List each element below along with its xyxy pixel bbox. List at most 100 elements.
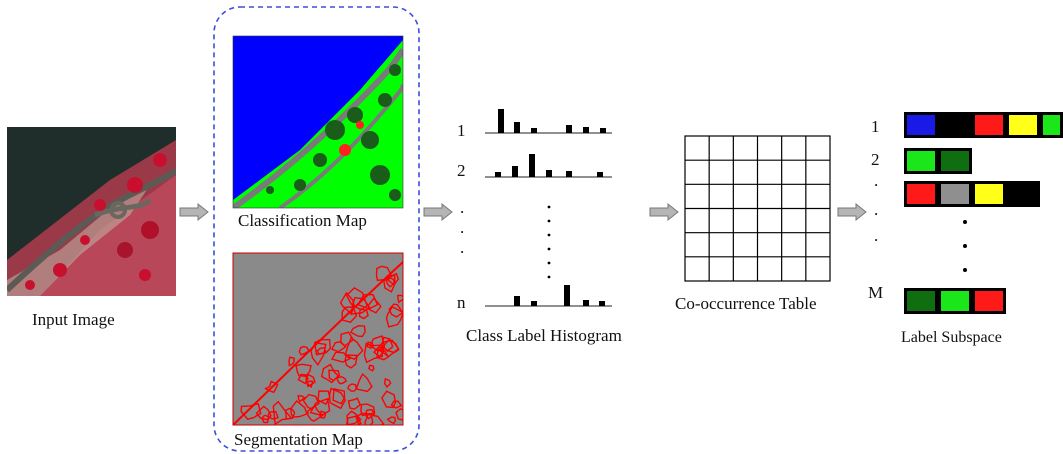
cooccurrence-table-grid: [684, 135, 831, 282]
segment-region: [297, 394, 306, 403]
classification-map: [233, 36, 403, 208]
histogram-bar: [531, 301, 537, 306]
label-subspace-label: Label Subspace: [901, 329, 1002, 346]
histogram-bar: [498, 109, 504, 133]
arrow-1: [179, 202, 209, 222]
subspace-left-dot-2: .: [874, 200, 879, 219]
histogram-left-dot-2: .: [460, 218, 465, 237]
histogram-left-dot-1: .: [460, 198, 465, 217]
histogram-bar: [564, 285, 570, 306]
segment-region: [367, 297, 382, 314]
subspace-cell: [907, 115, 935, 135]
segmentation-map: [233, 253, 403, 425]
segment-region: [297, 373, 309, 385]
label-subspace-rows: [904, 112, 1063, 314]
subspace-left-dot-3: .: [874, 226, 879, 245]
segment-region: [340, 331, 355, 347]
segment-region: [349, 324, 366, 338]
segment-region: [255, 405, 272, 421]
segment-region: [344, 336, 364, 361]
segment-region: [366, 341, 375, 349]
histogram-bar: [495, 172, 501, 177]
subspace-cell: [975, 291, 1003, 311]
histogram-bar: [512, 166, 518, 177]
segment-region: [355, 372, 373, 393]
subspace-cell: [941, 115, 969, 135]
subspace-row-label-m: M: [868, 283, 884, 302]
cooccurrence-table-label: Co-occurrence Table: [675, 294, 817, 313]
subspace-cell: [907, 184, 935, 204]
input-image-label: Input Image: [32, 310, 115, 329]
segment-region: [328, 369, 341, 382]
segment-region: [368, 364, 375, 372]
segment-region: [240, 402, 262, 420]
classification-map-label: Classification Map: [238, 211, 367, 230]
histogram-row-label-2: 2: [457, 161, 466, 180]
arrow-3: [649, 202, 679, 222]
segment-region: [317, 390, 331, 406]
subspace-cell: [1043, 115, 1060, 135]
segment-region: [272, 400, 293, 425]
segment-region: [309, 397, 331, 417]
input-image: [7, 127, 176, 296]
histogram-bar: [529, 154, 535, 177]
segment-region: [313, 338, 332, 356]
segment-region: [345, 415, 362, 425]
subspace-cell: [907, 151, 935, 171]
segment-region: [346, 410, 362, 425]
segment-region: [295, 363, 312, 378]
segment-region: [364, 413, 385, 425]
segment-region: [267, 410, 279, 420]
histogram-bar: [600, 128, 606, 133]
segment-region: [298, 345, 310, 356]
subspace-cell: [1009, 115, 1037, 135]
class-label-histograms: [485, 109, 612, 307]
segment-region: [386, 416, 396, 425]
segment-region: [288, 356, 295, 367]
histogram-left-dot-3: .: [460, 238, 465, 257]
segment-region: [305, 380, 314, 389]
segment-region: [364, 408, 376, 420]
segment-region: [345, 287, 368, 311]
segment-region: [307, 405, 324, 422]
segment-region: [310, 342, 327, 367]
segment-region: [355, 412, 374, 425]
subspace-cell: [941, 291, 969, 311]
segmentation-map-label: Segmentation Map: [234, 430, 363, 449]
subspace-cell: [941, 184, 969, 204]
histogram-row-label-1: 1: [457, 121, 466, 140]
maps-dashed-container: [213, 6, 420, 452]
segment-region: [381, 390, 397, 409]
segment-region: [381, 338, 400, 354]
segment-region: [388, 303, 403, 318]
class-label-histogram-label: Class Label Histogram: [466, 326, 622, 345]
histogram-bar: [514, 296, 520, 306]
segment-region: [347, 397, 362, 410]
segment-region: [385, 276, 396, 288]
histogram-bar: [566, 171, 572, 177]
segment-region: [395, 408, 403, 421]
subspace-row-label-1: 1: [871, 117, 880, 136]
arrow-4: [837, 202, 867, 222]
segment-region: [356, 293, 379, 310]
histogram-bar: [597, 172, 603, 177]
subspace-cell: [1009, 184, 1037, 204]
subspace-left-dot-1: .: [874, 171, 879, 190]
subspace-cell: [975, 115, 1003, 135]
histogram-row-label-n: n: [457, 293, 466, 312]
histogram-bar: [546, 170, 552, 177]
segment-region: [330, 351, 352, 363]
segment-region: [284, 407, 296, 420]
segment-region: [261, 414, 270, 424]
subspace-row-label-2: 2: [871, 150, 880, 169]
histogram-bar: [599, 301, 605, 306]
arrow-2: [423, 202, 453, 222]
segment-region: [332, 388, 346, 405]
segment-region: [383, 377, 392, 388]
segment-region: [339, 291, 355, 316]
segment-region: [341, 306, 358, 323]
segment-boundary: [233, 261, 403, 425]
segment-region: [390, 400, 403, 409]
segment-region: [328, 387, 347, 410]
histogram-bar: [566, 125, 572, 133]
